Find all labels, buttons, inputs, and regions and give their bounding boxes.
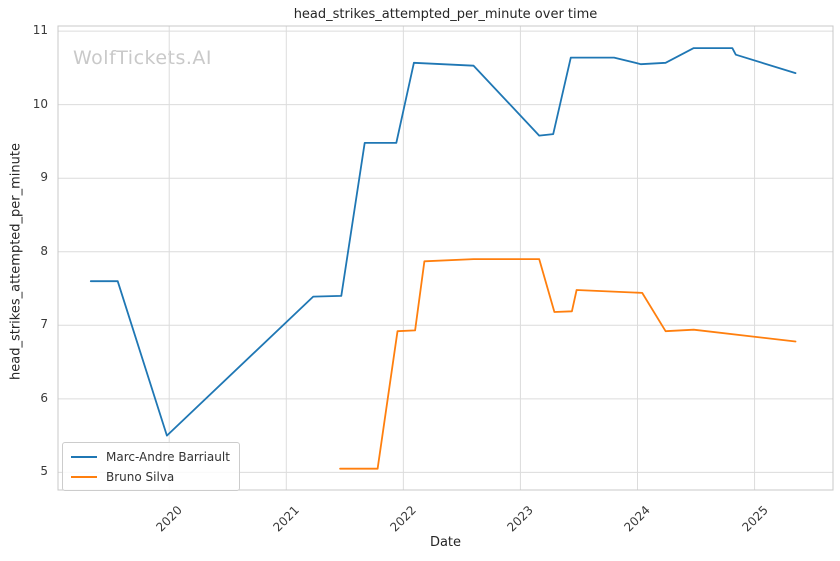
y-tick-label-6: 6 bbox=[40, 390, 48, 405]
y-tick-label-10: 10 bbox=[32, 96, 48, 111]
legend-item-marc-andre-barriault: Marc-Andre Barriault bbox=[71, 449, 230, 464]
y-tick-label-11: 11 bbox=[32, 23, 48, 38]
y-axis-label: head_strikes_attempted_per_minute bbox=[8, 143, 24, 380]
x-axis-label: Date bbox=[429, 535, 462, 550]
legend: Marc-Andre Barriault Bruno Silva bbox=[62, 442, 240, 491]
legend-label-bruno-silva: Bruno Silva bbox=[106, 469, 175, 484]
plot-frame bbox=[57, 25, 834, 491]
series-line-marc-andre-barriault bbox=[89, 47, 797, 437]
y-tick-label-7: 7 bbox=[40, 317, 48, 332]
y-tick-label-8: 8 bbox=[40, 243, 48, 258]
legend-item-bruno-silva: Bruno Silva bbox=[71, 469, 230, 484]
series-line-bruno-silva bbox=[339, 258, 797, 470]
watermark: WolfTickets.AI bbox=[73, 47, 213, 69]
legend-line-swatch-blue bbox=[71, 455, 97, 458]
chart-title: head_strikes_attempted_per_minute over t… bbox=[293, 7, 598, 22]
y-tick-label-9: 9 bbox=[40, 170, 48, 185]
legend-line-swatch-orange bbox=[71, 475, 97, 478]
y-tick-label-5: 5 bbox=[40, 464, 48, 479]
legend-label-marc-andre-barriault: Marc-Andre Barriault bbox=[106, 449, 230, 464]
